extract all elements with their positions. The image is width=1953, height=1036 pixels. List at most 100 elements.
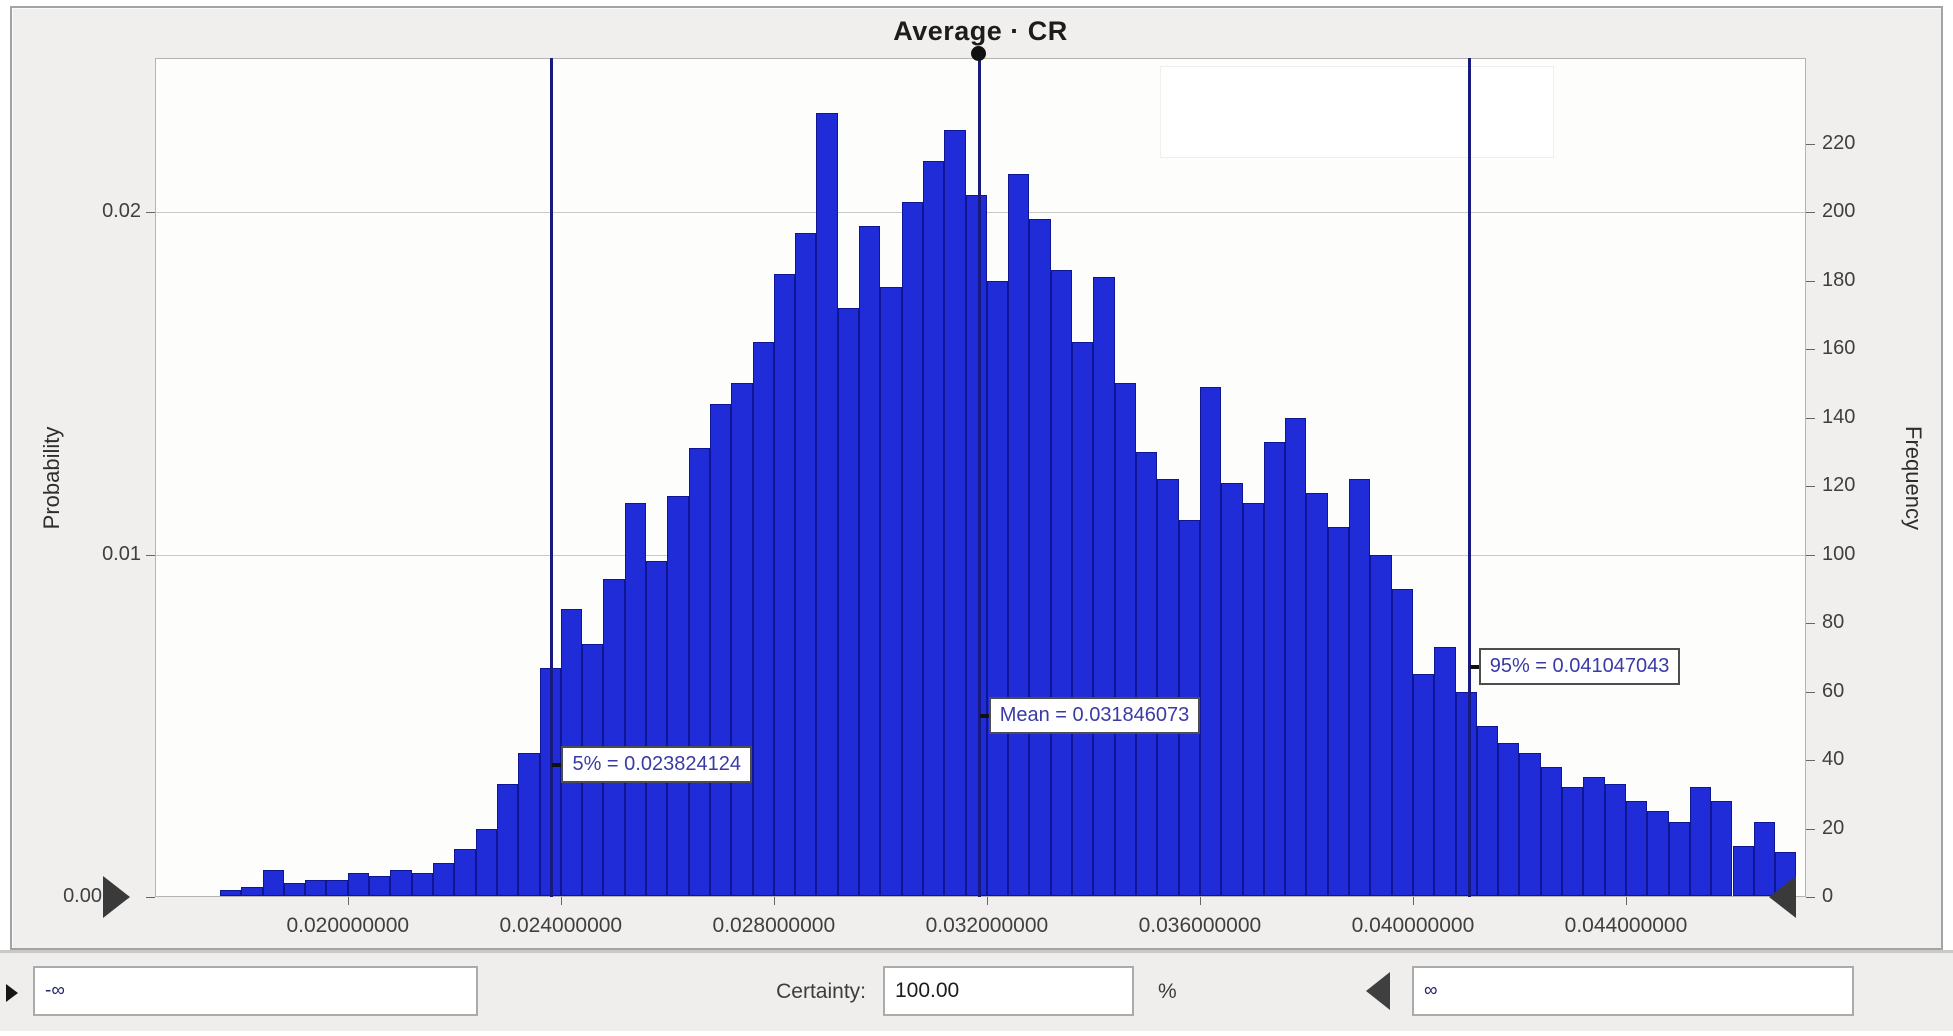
x-axis-tick — [1412, 897, 1414, 905]
histogram-bar — [305, 879, 327, 896]
histogram-bar — [433, 862, 455, 896]
histogram-bar — [667, 496, 689, 896]
x-axis-tick — [986, 897, 988, 905]
histogram-bar — [1540, 766, 1563, 896]
histogram-bar — [326, 879, 348, 896]
histogram-bar — [1498, 742, 1520, 896]
histogram-bar — [1157, 479, 1179, 896]
histogram-bar — [1327, 527, 1350, 896]
left-axis-tick — [146, 554, 155, 556]
histogram-bar — [1050, 270, 1073, 896]
right-axis-tick-label: 60 — [1822, 679, 1845, 702]
right-axis-tick — [1806, 554, 1815, 556]
legend-placeholder-panel — [1160, 66, 1554, 158]
x-axis-tick-label: 0.040000000 — [1351, 914, 1475, 937]
histogram-bar — [944, 129, 966, 896]
right-axis-tick-label: 100 — [1822, 542, 1856, 565]
right-axis-tick-label: 220 — [1822, 131, 1856, 154]
histogram-bar — [1689, 787, 1712, 896]
right-axis-tick — [1806, 828, 1815, 830]
histogram-bar — [880, 287, 902, 896]
right-axis-tick-label: 0 — [1822, 885, 1834, 907]
histogram-bar — [986, 280, 1009, 896]
histogram-bar — [283, 883, 306, 896]
marker-line-percentile-95[interactable] — [1467, 58, 1471, 897]
right-axis-tick — [1806, 349, 1815, 351]
right-axis-tick — [1806, 897, 1815, 898]
histogram-bar — [241, 886, 263, 896]
right-axis-tick-label: 40 — [1822, 748, 1845, 771]
right-axis-tick — [1806, 486, 1815, 488]
histogram-bar — [709, 403, 732, 896]
x-axis-tick-label: 0.028000000 — [712, 914, 836, 937]
histogram-bar — [816, 112, 838, 896]
x-axis-tick-label: 0.020000000 — [286, 914, 410, 937]
histogram-bar — [475, 828, 497, 896]
lower-bound-input[interactable] — [33, 966, 478, 1016]
right-axis-tick — [1806, 143, 1815, 145]
percent-label: % — [1158, 980, 1177, 1003]
histogram-bar — [1668, 821, 1690, 896]
x-axis-tick — [773, 897, 775, 905]
histogram-bar — [752, 342, 774, 896]
x-axis-tick-label: 0.024000000 — [499, 914, 623, 937]
histogram-bar — [1455, 691, 1477, 896]
upper-bound-input[interactable] — [1412, 966, 1854, 1016]
right-axis-tick-label: 180 — [1822, 268, 1856, 291]
histogram-bar — [1711, 801, 1733, 896]
right-axis-tick-label: 20 — [1822, 816, 1845, 839]
histogram-bar — [1583, 777, 1605, 896]
histogram-bar — [688, 448, 710, 896]
certainty-grabber-right-icon[interactable] — [1769, 876, 1796, 918]
histogram-bar — [859, 225, 881, 896]
marker-label-mean: Mean = 0.031846073 — [988, 697, 1201, 734]
left-axis-tick-label: 0.02 — [102, 200, 141, 223]
histogram-bar — [922, 160, 945, 896]
histogram-bar — [518, 753, 540, 896]
right-axis-tick — [1806, 691, 1815, 693]
histogram-bar — [1008, 174, 1030, 896]
x-axis-tick-label: 0.036000000 — [1138, 914, 1262, 937]
histogram-bar — [837, 307, 860, 896]
histogram-bar — [1647, 811, 1669, 896]
histogram-bar — [1285, 417, 1307, 896]
right-axis-tick-label: 200 — [1822, 200, 1856, 223]
lower-bound-arrow-icon[interactable] — [6, 984, 18, 1002]
left-axis-tick — [146, 897, 155, 898]
histogram-bar — [1093, 277, 1115, 896]
marker-label-percentile-5: 5% = 0.023824124 — [561, 746, 752, 783]
histogram-bar — [262, 869, 284, 896]
histogram-bar — [219, 890, 242, 896]
left-axis-tick-label: 0.00 — [63, 885, 102, 907]
histogram-bar — [1136, 451, 1158, 896]
x-axis-tick — [1625, 897, 1627, 905]
right-axis-tick — [1806, 623, 1815, 625]
histogram-bar — [369, 876, 391, 896]
marker-handle-mean-icon[interactable] — [970, 46, 986, 61]
histogram-bar — [965, 194, 987, 896]
right-axis-tick-label: 80 — [1822, 611, 1845, 634]
upper-bound-arrow-icon[interactable] — [1366, 972, 1390, 1010]
marker-line-percentile-5[interactable] — [550, 58, 554, 897]
histogram-bar — [901, 201, 923, 896]
histogram-bar — [1370, 554, 1392, 896]
histogram-bar — [411, 873, 433, 896]
histogram-bar — [1029, 218, 1051, 896]
marker-label-notch — [1469, 665, 1480, 669]
histogram-bar — [1604, 783, 1626, 896]
certainty-input[interactable] — [883, 966, 1134, 1016]
certainty-label: Certainty: — [776, 980, 866, 1003]
histogram-bar — [1221, 482, 1243, 896]
histogram-bar — [1434, 647, 1456, 896]
marker-line-mean[interactable] — [977, 58, 981, 897]
histogram-bar — [1476, 725, 1499, 896]
histogram-bar — [795, 232, 817, 896]
x-axis-tick — [1199, 897, 1201, 905]
histogram-bar — [1306, 492, 1328, 896]
x-axis-tick — [560, 897, 562, 905]
certainty-grabber-left-icon[interactable] — [103, 876, 130, 918]
right-axis-tick — [1806, 280, 1815, 282]
histogram-bar — [1391, 588, 1413, 896]
x-axis-tick-label: 0.044000000 — [1564, 914, 1688, 937]
histogram-bar — [1263, 441, 1286, 896]
